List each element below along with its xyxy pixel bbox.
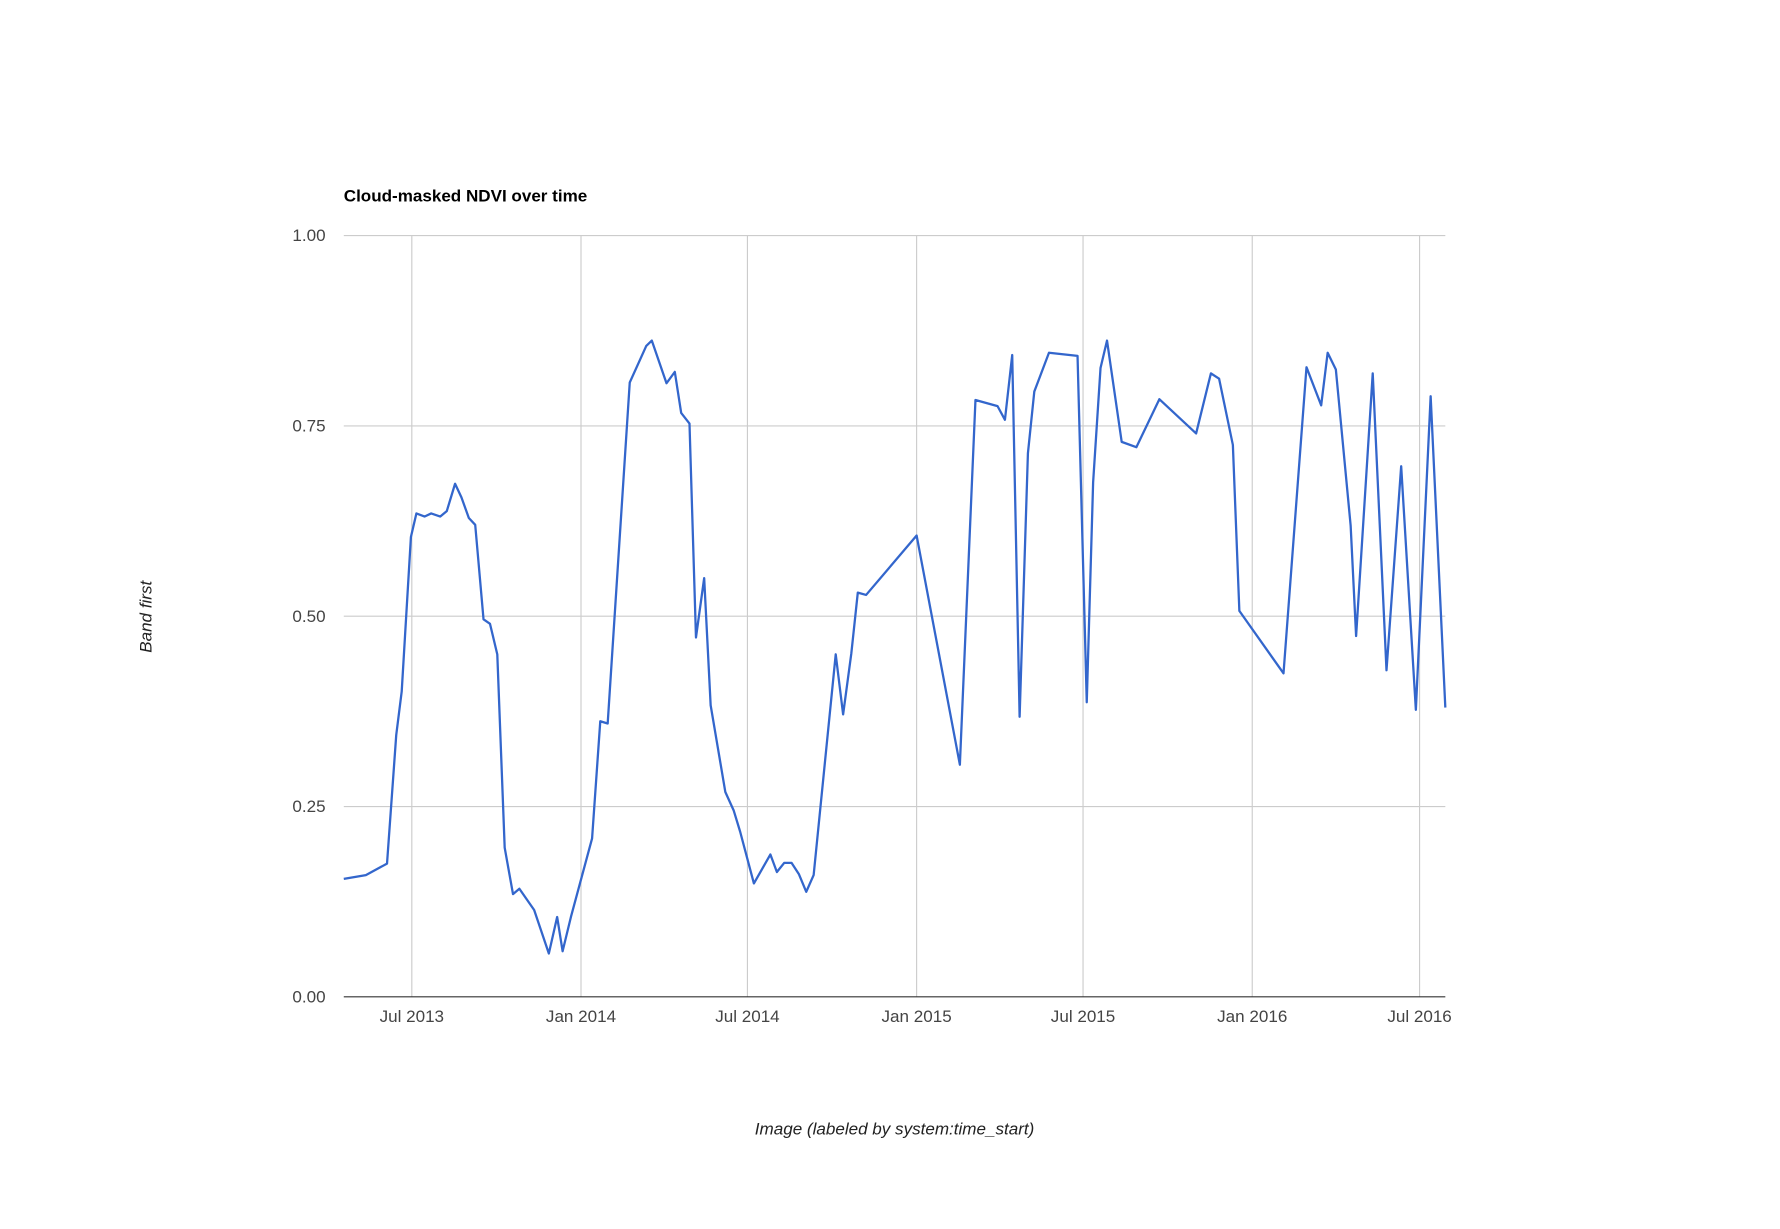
x-axis-title: Image (labeled by system:time_start) xyxy=(755,1120,1034,1139)
x-tick-label: Jul 2013 xyxy=(380,1007,444,1026)
y-tick-label: 1.00 xyxy=(292,226,325,245)
y-tick-label: 0.25 xyxy=(292,797,325,816)
tick-labels: Jul 2013 Jan 2014 Jul 2014 Jan 2015 Jul 2015… xyxy=(292,226,1451,1026)
gridlines xyxy=(343,234,1446,998)
x-tick-label: Jul 2014 xyxy=(715,1007,779,1026)
y-tick-label: 0.75 xyxy=(292,417,325,436)
x-tick-label: Jan 2014 xyxy=(546,1007,616,1026)
series-group xyxy=(343,339,1447,955)
x-tick-label: Jul 2016 xyxy=(1387,1007,1451,1026)
x-tick-label: Jan 2015 xyxy=(882,1007,952,1026)
x-tick-label: Jul 2015 xyxy=(1051,1007,1115,1026)
y-tick-label: 0.50 xyxy=(292,607,325,626)
chart-title: Cloud-masked NDVI over time xyxy=(344,186,587,205)
x-tick-label: Jan 2016 xyxy=(1217,1007,1287,1026)
y-tick-label: 0.00 xyxy=(292,988,325,1007)
series-line xyxy=(343,339,1447,955)
y-axis-title: Band first xyxy=(136,580,155,653)
